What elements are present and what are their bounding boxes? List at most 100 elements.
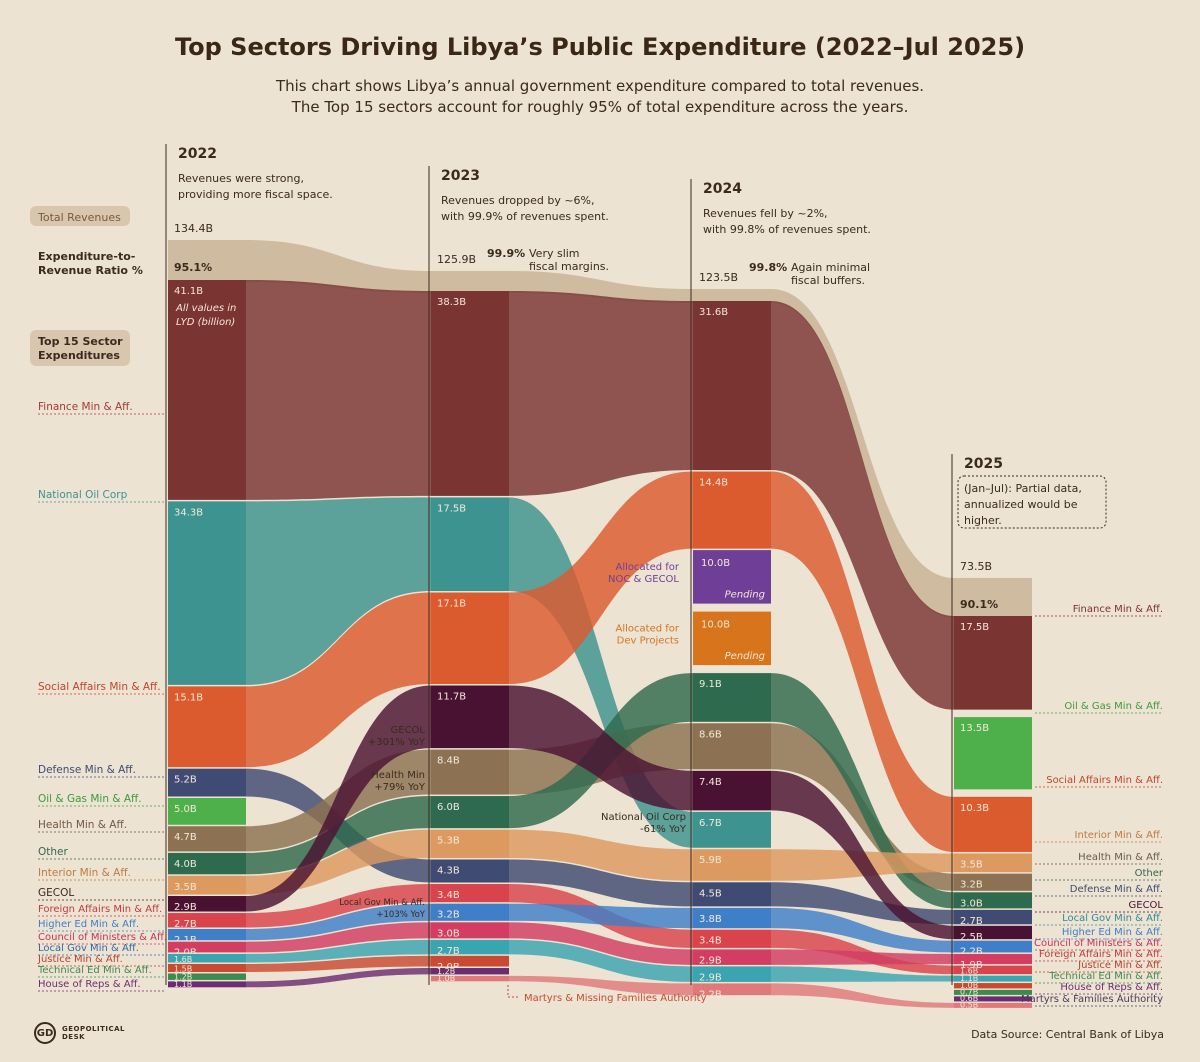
bar-council-of-ministers-aff-2022 bbox=[168, 941, 246, 953]
bar-finance-min-aff-2024 bbox=[693, 301, 771, 471]
bar-foreign-affairs-min-aff-2024 bbox=[693, 929, 771, 948]
value-label-technical-ed-min-aff-2022: 1.2B bbox=[174, 972, 192, 981]
bar-justice-min-aff-2025 bbox=[954, 983, 1032, 989]
bar-foreign-affairs-min-aff-2025 bbox=[954, 965, 1032, 975]
value-label-local-gov-min-aff-2023: 2.7B bbox=[437, 946, 460, 957]
bar-foreign-affairs-min-aff-2022 bbox=[168, 913, 246, 928]
value-label-defense-min-aff-2022: 5.2B bbox=[174, 775, 197, 786]
subtitle-line-1: This chart shows Libya’s annual governme… bbox=[275, 77, 925, 95]
value-label-social-affairs-min-aff-2023: 17.1B bbox=[437, 599, 466, 610]
bar-defense-min-aff-2024 bbox=[693, 882, 771, 907]
value-label-justice-min-aff-2023: 2.0B bbox=[437, 962, 460, 973]
bar-interior-min-aff-2023 bbox=[431, 829, 509, 859]
year-label-2023: 2023 bbox=[441, 168, 480, 184]
value-label-martyrs-missing-families-authority-2025: 0.5B bbox=[960, 1000, 978, 1009]
allocation-status-1: Pending bbox=[725, 590, 765, 601]
value-label-interior-min-aff-2022: 3.5B bbox=[174, 882, 197, 893]
annotation-2-line2: +79% YoY bbox=[374, 782, 426, 793]
chart-title: Top Sectors Driving Libya’s Public Expen… bbox=[174, 33, 1026, 61]
year-note-2025-1: (Jan–Jul): Partial data, bbox=[964, 482, 1082, 495]
bar-finance-min-aff-2023 bbox=[431, 291, 509, 496]
flow-defense-min-aff-2023-2024 bbox=[509, 859, 693, 907]
flow-martyrs-missing-families-authority-2024-2025 bbox=[771, 983, 954, 1008]
value-label-oil-gas-min-aff-2022: 5.0B bbox=[174, 804, 197, 815]
left-label-top15-line2: Expenditures bbox=[38, 349, 120, 362]
value-label-higher-ed-min-aff-2025: 2.2B bbox=[960, 947, 983, 958]
allocation-value-2: 10.0B bbox=[701, 620, 730, 631]
left-series-label-national-oil-corp: National Oil Corp bbox=[38, 489, 128, 501]
year-note-2022-2: providing more fiscal space. bbox=[178, 188, 333, 201]
left-label-total-revenues: Total Revenues bbox=[37, 211, 121, 224]
right-series-label-oil-gas-min-aff: Oil & Gas Min & Aff. bbox=[1064, 701, 1163, 712]
right-series-label-finance-min-aff: Finance Min & Aff. bbox=[1073, 604, 1163, 615]
annotation-3-line1: Local Gov Min & Aff. bbox=[339, 898, 425, 908]
flow-other-2022-2023 bbox=[246, 796, 431, 875]
total-revenues-pill bbox=[30, 206, 130, 226]
flow-justice-min-aff-2022-2023 bbox=[246, 955, 431, 972]
year-note-2022-1: Revenues were strong, bbox=[178, 172, 304, 185]
value-label-health-min-aff-2022: 4.7B bbox=[174, 832, 197, 843]
revenue-label-2025: 73.5B bbox=[960, 560, 992, 573]
bar-higher-ed-min-aff-2024 bbox=[693, 907, 771, 929]
value-label-council-of-ministers-aff-2025: 1.9B bbox=[960, 960, 983, 971]
left-series-label-interior-min-aff: Interior Min & Aff. bbox=[38, 867, 131, 879]
bar-higher-ed-min-aff-2023 bbox=[431, 903, 509, 921]
bar-health-min-aff-2023 bbox=[431, 749, 509, 795]
flow-finance-min-aff-2024-2025 bbox=[771, 301, 954, 710]
revenue-label-2024: 123.5B bbox=[699, 271, 738, 284]
flow-social-affairs-min-aff-2023-2024 bbox=[509, 471, 693, 685]
right-series-label-social-affairs-min-aff: Social Affairs Min & Aff. bbox=[1046, 775, 1163, 786]
value-label-house-of-reps-aff-2023: 1.2B bbox=[437, 967, 455, 976]
value-label-defense-min-aff-2025: 2.7B bbox=[960, 916, 983, 927]
year-label-2025: 2025 bbox=[964, 456, 1003, 472]
left-series-label-health-min-aff: Health Min & Aff. bbox=[38, 819, 127, 831]
bar-health-min-aff-2022 bbox=[168, 826, 246, 852]
allocation-label-2-line2: Dev Projects bbox=[617, 636, 679, 647]
value-label-defense-min-aff-2024: 4.5B bbox=[699, 888, 722, 899]
ratio-label-2022: 95.1% bbox=[174, 261, 212, 274]
logo-text-1: GEOPOLITICAL bbox=[62, 1025, 126, 1033]
flow-gecol-2024-2025 bbox=[771, 770, 954, 940]
value-label-other-2023: 6.0B bbox=[437, 802, 460, 813]
value-label-national-oil-corp-2024: 6.7B bbox=[699, 818, 722, 829]
ratio-label-2023: 99.9% bbox=[487, 247, 525, 260]
left-series-label-house-of-reps-aff: House of Reps & Aff. bbox=[38, 979, 141, 990]
year-note-2023-1: Revenues dropped by ~6%, bbox=[441, 194, 595, 207]
value-label-foreign-affairs-min-aff-2024: 3.4B bbox=[699, 936, 722, 947]
bar-health-min-aff-2024 bbox=[693, 723, 771, 770]
flow-social-affairs-min-aff-2022-2023 bbox=[246, 592, 431, 768]
bar-local-gov-min-aff-2023 bbox=[431, 939, 509, 955]
bar-local-gov-min-aff-2024 bbox=[693, 966, 771, 982]
annotation-4-line1: National Oil Corp bbox=[601, 812, 686, 823]
flow-finance-min-aff-2022-2023 bbox=[246, 280, 431, 500]
value-label-social-affairs-min-aff-2022: 15.1B bbox=[174, 692, 203, 703]
logo-mark-icon: GD bbox=[34, 1022, 56, 1044]
bar-other-2024 bbox=[693, 673, 771, 722]
callout-2024-2: fiscal buffers. bbox=[791, 274, 865, 287]
bar-house-of-reps-aff-2023 bbox=[431, 968, 509, 975]
value-label-social-affairs-min-aff-2024: 14.4B bbox=[699, 478, 728, 489]
value-label-council-of-ministers-aff-2024: 2.9B bbox=[699, 955, 722, 966]
value-label-defense-min-aff-2023: 4.3B bbox=[437, 866, 460, 877]
value-label-health-min-aff-2023: 8.4B bbox=[437, 756, 460, 767]
annotation-2-line1: Health Min bbox=[371, 770, 425, 781]
value-label-interior-min-aff-2023: 5.3B bbox=[437, 836, 460, 847]
bottom-label-martyrs: Martyrs & Missing Families Authority bbox=[524, 993, 707, 1004]
bar-defense-min-aff-2023 bbox=[431, 859, 509, 883]
partial-data-note-box bbox=[957, 475, 1107, 529]
value-label-justice-min-aff-2022: 1.5B bbox=[174, 964, 192, 973]
bar-gecol-2024 bbox=[693, 770, 771, 811]
year-note-2025-2: annualized would be bbox=[964, 498, 1078, 511]
flow-higher-ed-min-aff-2024-2025 bbox=[771, 907, 954, 953]
right-series-label-defense-min-aff: Defense Min & Aff. bbox=[1070, 884, 1163, 895]
bar-finance-min-aff-2025 bbox=[954, 616, 1032, 710]
bar-allocation-1 bbox=[693, 550, 771, 604]
right-series-label-martyrs-families-authority: Martyrs & Families Authority bbox=[1021, 994, 1163, 1005]
flow-interior-min-aff-2023-2024 bbox=[509, 829, 693, 881]
right-series-label-justice-min-aff: Justice Min & Aff. bbox=[1077, 960, 1163, 971]
flow-gecol-2022-2023 bbox=[246, 685, 431, 912]
top15-pill bbox=[30, 330, 130, 366]
bar-council-of-ministers-aff-2025 bbox=[954, 953, 1032, 965]
left-series-label-higher-ed-min-aff: Higher Ed Min & Aff. bbox=[38, 919, 139, 930]
